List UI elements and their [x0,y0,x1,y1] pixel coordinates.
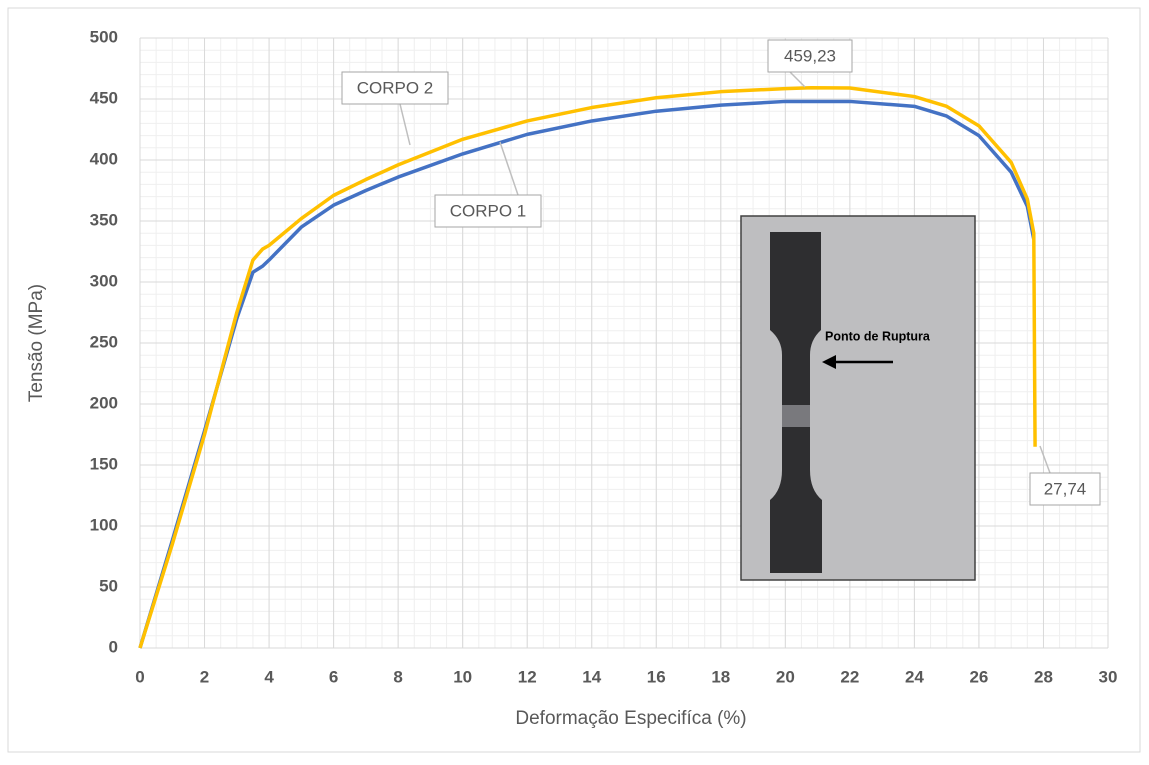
x-axis-title: Deformação Especifíca (%) [515,708,746,729]
y-tick-label: 0 [109,637,118,656]
x-tick-label: 12 [518,667,537,686]
callout-label: CORPO 2 [357,78,434,97]
x-tick-label: 26 [969,667,988,686]
y-tick-label: 350 [90,210,118,229]
callout-label: 459,23 [784,46,836,65]
x-tick-label: 10 [453,667,472,686]
x-tick-label: 8 [393,667,402,686]
chart: Ponto de Ruptura Deformação Especifíca (… [0,0,1149,760]
callout-label: 27,74 [1044,479,1087,498]
x-tick-label: 20 [776,667,795,686]
x-tick-label: 28 [1034,667,1053,686]
x-tick-label: 0 [135,667,144,686]
inset-photo: Ponto de Ruptura [741,216,975,580]
x-tick-label: 16 [647,667,666,686]
x-tick-label: 2 [200,667,209,686]
x-tick-label: 18 [711,667,730,686]
y-tick-label: 150 [90,454,118,473]
y-tick-label: 200 [90,393,118,412]
y-tick-label: 100 [90,515,118,534]
y-tick-label: 250 [90,332,118,351]
inset-label: Ponto de Ruptura [825,329,931,343]
callout-label: CORPO 1 [450,201,527,220]
y-tick-label: 50 [99,576,118,595]
y-tick-label: 300 [90,271,118,290]
x-tick-label: 22 [840,667,859,686]
x-tick-label: 24 [905,667,924,686]
y-tick-label: 450 [90,88,118,107]
y-axis-title: Tensão (MPa) [26,284,47,402]
x-tick-label: 30 [1099,667,1118,686]
rupture-zone [782,405,810,427]
x-tick-label: 14 [582,667,601,686]
x-tick-label: 6 [329,667,338,686]
y-tick-label: 500 [90,27,118,46]
y-tick-label: 400 [90,149,118,168]
x-tick-label: 4 [264,667,274,686]
